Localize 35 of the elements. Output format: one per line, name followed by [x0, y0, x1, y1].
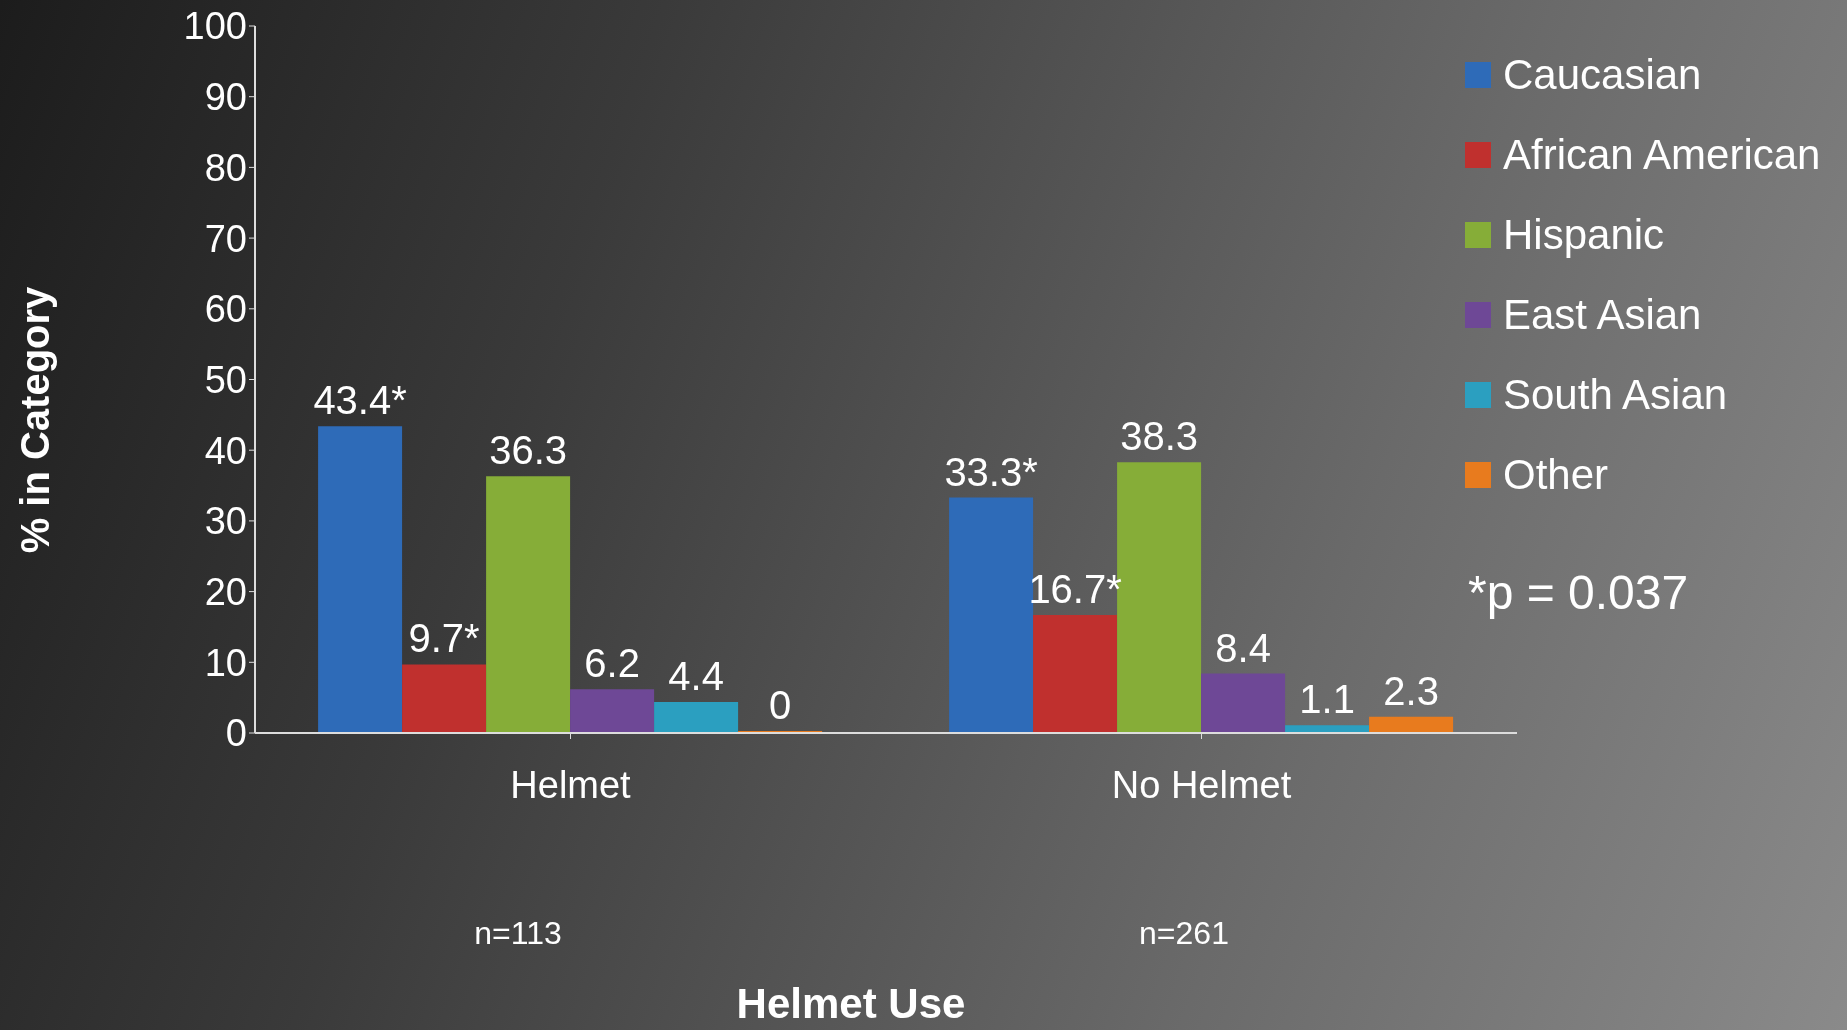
legend-label: South Asian	[1503, 371, 1728, 419]
annotation: *p = 0.037	[1468, 565, 1689, 620]
y-tick-label: 60	[204, 288, 247, 331]
data-label: 9.7*	[408, 616, 480, 661]
y-tick-label: 90	[204, 76, 247, 119]
legend-label: Caucasian	[1503, 51, 1702, 99]
legend-label: East Asian	[1503, 291, 1702, 339]
text: n=261	[1138, 915, 1230, 952]
legend-label: Hispanic	[1503, 211, 1665, 259]
data-label: 36.3	[489, 428, 568, 473]
y-tick-label: 40	[204, 429, 247, 472]
y-tick-label: 20	[204, 571, 247, 614]
data-label: 6.2	[584, 641, 640, 686]
text: n=113	[473, 915, 563, 952]
y-axis-title: % in Category	[12, 286, 58, 553]
data-label: 8.4	[1215, 625, 1271, 670]
x-tick-label: Helmet	[510, 763, 632, 806]
data-label: 38.3	[1120, 414, 1199, 459]
y-tick-label: 100	[183, 5, 247, 48]
y-tick-label: 70	[204, 217, 247, 260]
data-label: 0	[768, 683, 792, 727]
data-label: 4.4	[668, 653, 724, 698]
x-tick-label: No Helmet	[1111, 763, 1292, 806]
legend-label: Other	[1503, 451, 1609, 499]
legend-label: African American	[1503, 131, 1821, 179]
y-tick-label: 0	[225, 712, 247, 755]
y-tick-label: 30	[204, 500, 247, 543]
data-label: 1.1	[1299, 677, 1355, 722]
data-label: 43.4*	[313, 378, 407, 423]
data-label: 2.3	[1383, 668, 1439, 713]
y-tick-label: 10	[204, 641, 247, 684]
y-tick-label: 50	[204, 358, 247, 401]
x-axis-title: Helmet Use	[735, 980, 967, 1028]
y-tick-label: 80	[204, 146, 247, 189]
data-label: 33.3*	[944, 449, 1038, 494]
